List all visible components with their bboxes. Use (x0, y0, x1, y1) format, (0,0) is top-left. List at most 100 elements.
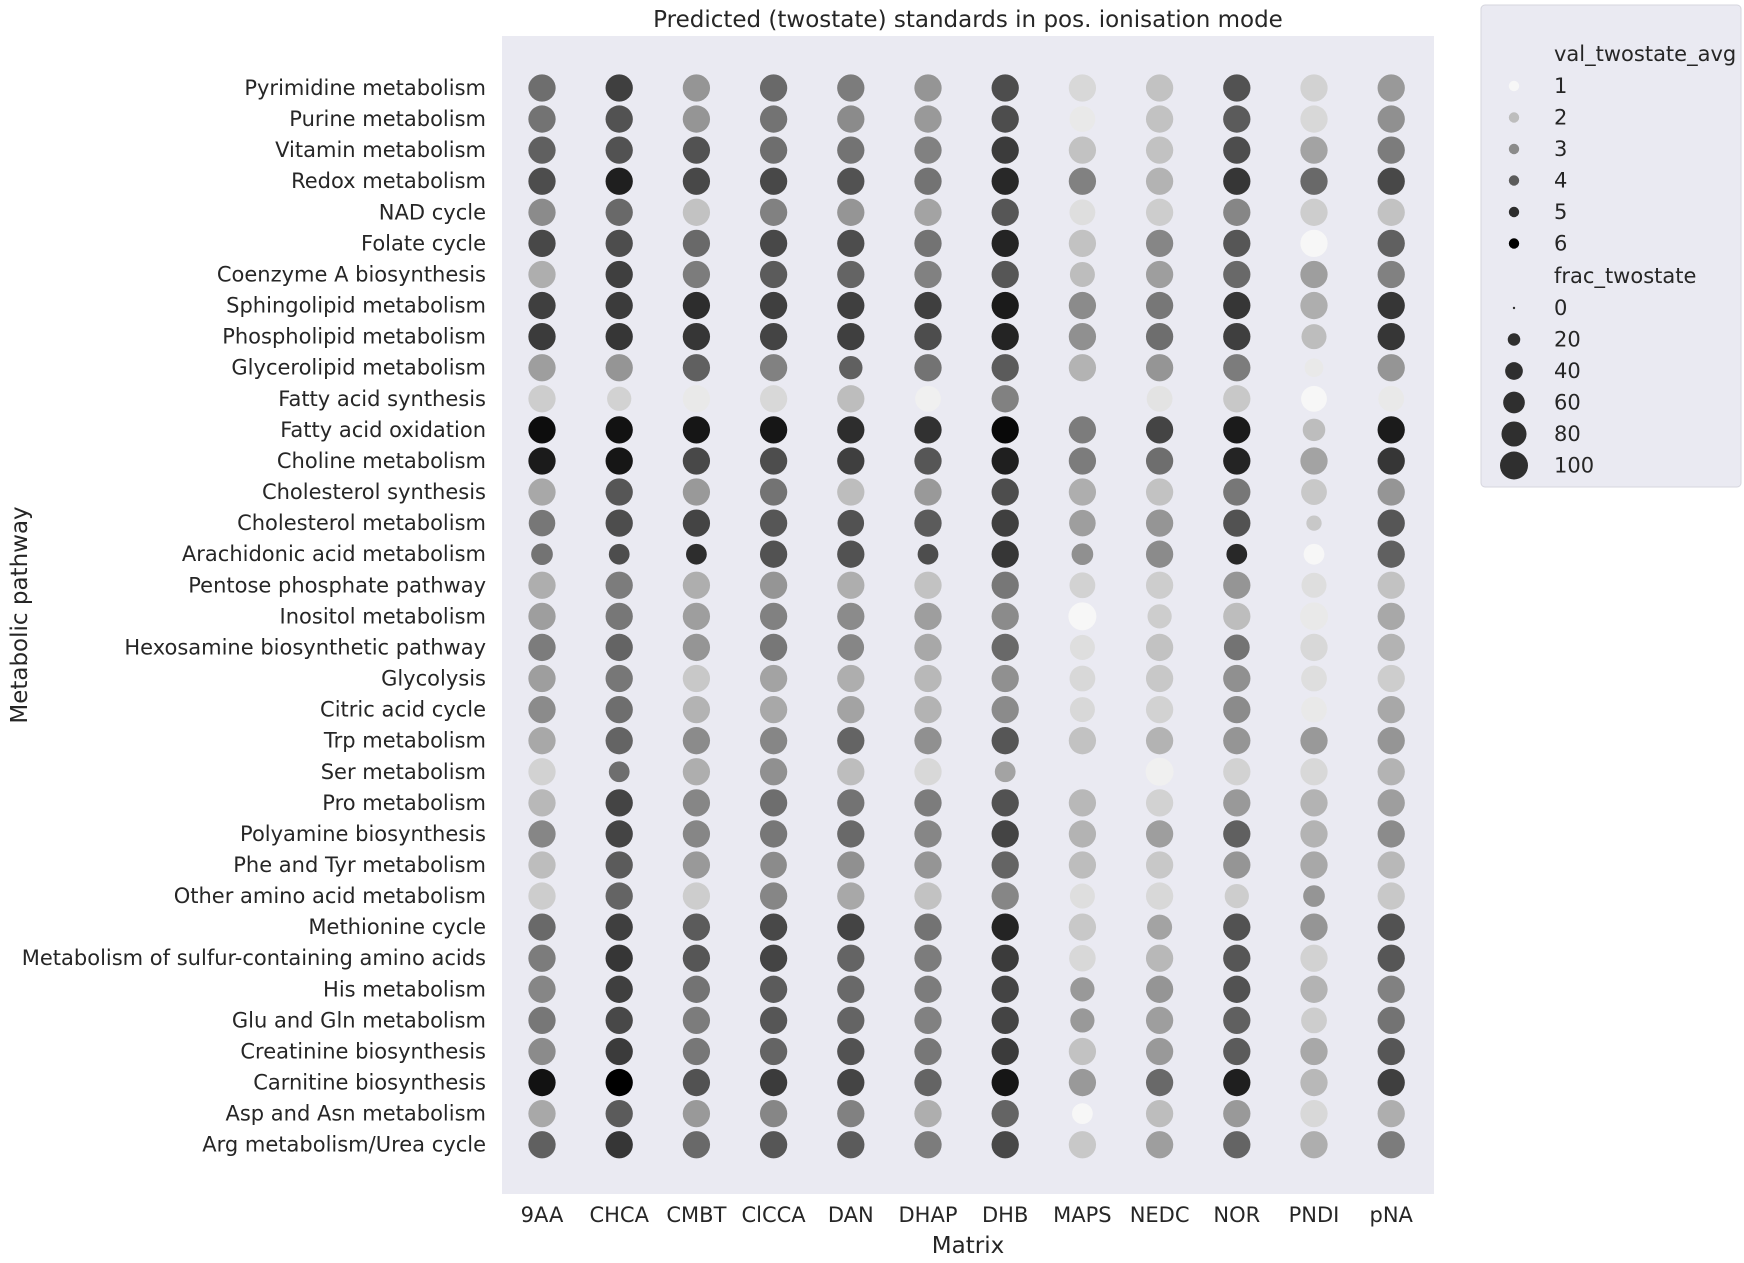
data-point (914, 1037, 942, 1066)
data-point (1377, 1068, 1405, 1097)
data-point (1223, 291, 1251, 320)
data-point (528, 354, 556, 382)
data-point (914, 198, 942, 226)
data-point (682, 944, 711, 972)
data-point (1377, 167, 1405, 195)
y-tick-label: Sphingolipid metabolism (226, 294, 486, 318)
data-point (1069, 634, 1095, 660)
data-point (915, 385, 941, 412)
data-point (1147, 604, 1172, 629)
data-point (1224, 883, 1249, 909)
data-point (914, 509, 942, 537)
y-tick-label: Glycolysis (381, 667, 486, 691)
data-point (759, 385, 788, 413)
legend-hue-marker (1508, 238, 1520, 249)
data-point (1068, 167, 1097, 195)
data-point (837, 758, 865, 786)
data-point (991, 944, 1019, 972)
data-point (1377, 1037, 1405, 1066)
data-point (991, 322, 1019, 351)
data-point (914, 447, 942, 475)
data-point (531, 543, 553, 566)
data-point (1223, 664, 1251, 693)
y-tick-label: Creatinine biosynthesis (240, 1039, 486, 1063)
data-point (682, 1131, 711, 1159)
y-tick-label: Ser metabolism (321, 760, 486, 784)
data-point (605, 975, 633, 1003)
y-tick-label: Choline metabolism (277, 449, 486, 473)
data-point (1223, 571, 1251, 599)
data-point (528, 913, 556, 941)
legend-hue-marker (1508, 112, 1520, 123)
y-axis-label: Metabolic pathway (7, 506, 33, 723)
data-point (1300, 1037, 1328, 1066)
y-tick-label: Methionine cycle (308, 915, 486, 939)
data-point (605, 229, 633, 258)
data-point (1377, 322, 1405, 351)
data-point (1223, 851, 1251, 879)
y-tick-label: Vitamin metabolism (275, 138, 486, 162)
data-point (605, 727, 633, 755)
data-point (1223, 1068, 1251, 1097)
data-point (605, 509, 633, 537)
data-point (1223, 975, 1251, 1003)
data-point (1300, 105, 1328, 133)
data-point (605, 851, 633, 879)
data-point (991, 1068, 1019, 1097)
data-point (605, 1006, 633, 1035)
data-point (1306, 515, 1322, 531)
y-tick-label: Inositol metabolism (280, 604, 486, 628)
data-point (1068, 291, 1097, 320)
data-point (1223, 136, 1251, 164)
data-point (1068, 322, 1097, 351)
data-point (1377, 913, 1405, 941)
data-point (528, 385, 556, 413)
data-point (682, 1099, 711, 1128)
legend-hue-label: 2 (1554, 106, 1567, 130)
y-tick-label: Cholesterol metabolism (237, 511, 486, 535)
data-point (682, 229, 711, 258)
data-point (682, 789, 711, 817)
data-point (914, 944, 942, 972)
data-point (605, 1099, 633, 1128)
data-point (914, 633, 942, 662)
legend-hue-label: 1 (1554, 74, 1567, 98)
data-point (1070, 977, 1095, 1002)
data-point (1300, 789, 1328, 817)
legend-size-marker (1501, 421, 1527, 447)
data-point (759, 105, 788, 133)
data-point (1068, 478, 1097, 506)
data-point (605, 291, 633, 320)
data-point (914, 851, 942, 879)
y-tick-label: Hexosamine biosynthetic pathway (124, 635, 486, 659)
y-tick-label: Other amino acid metabolism (174, 884, 486, 908)
data-point (605, 447, 633, 475)
data-point (1377, 1006, 1405, 1035)
y-tick-label: Polyamine biosynthesis (240, 822, 486, 846)
data-point (605, 478, 633, 506)
data-point (682, 727, 711, 755)
x-tick-label: ClCCA (741, 1203, 806, 1227)
data-point (991, 167, 1019, 195)
data-point (991, 509, 1019, 537)
data-point (991, 913, 1019, 941)
data-point (1223, 913, 1251, 941)
data-point (837, 913, 865, 941)
data-point (1145, 695, 1174, 724)
data-point (1145, 820, 1174, 848)
data-point (914, 571, 942, 599)
y-tick-label: Pentose phosphate pathway (188, 573, 486, 597)
data-point (1223, 478, 1251, 506)
data-point (1301, 665, 1327, 692)
data-point (1377, 509, 1405, 537)
data-point (528, 198, 556, 226)
data-point (1145, 167, 1174, 195)
data-point (686, 543, 707, 565)
data-point (759, 291, 788, 320)
data-point (1300, 1131, 1328, 1159)
data-point (1145, 354, 1174, 382)
data-point (837, 602, 865, 631)
data-point (1301, 385, 1327, 412)
data-point (991, 354, 1019, 382)
data-point (1300, 1068, 1328, 1097)
